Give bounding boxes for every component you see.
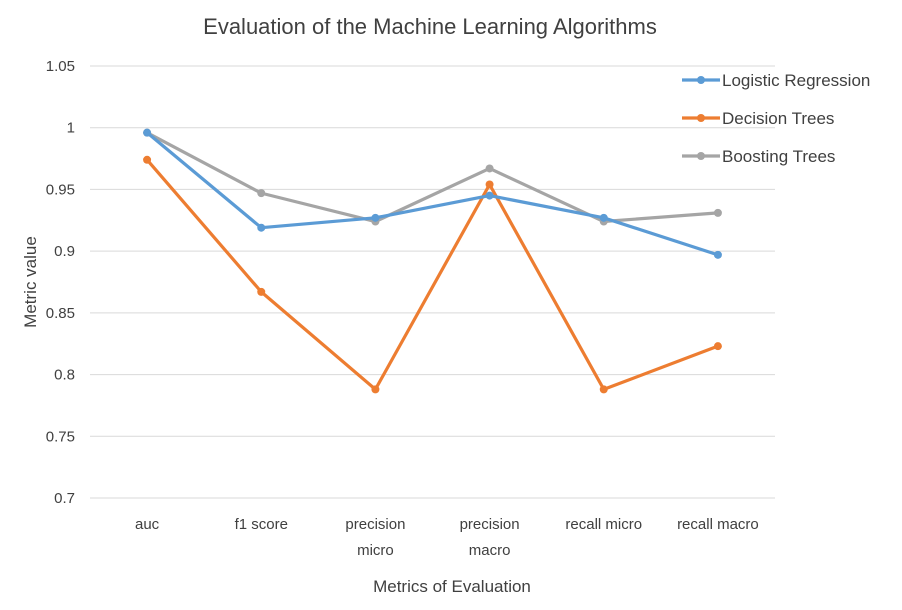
data-point — [713, 342, 722, 351]
x-axis-ticks: auc f1 score precision micro precision macro r… — [135, 516, 759, 559]
x-tick-label: precision macro — [460, 516, 520, 559]
y-tick-label: 0.95 — [46, 181, 75, 198]
data-point — [485, 191, 494, 200]
data-point — [485, 180, 494, 189]
series-boosting-trees — [143, 128, 722, 226]
data-point — [371, 385, 380, 394]
x-tick-line: recall micro — [565, 516, 642, 533]
data-point — [257, 223, 266, 232]
series-line — [145, 158, 720, 391]
x-axis-label: Metrics of Evaluation — [373, 577, 531, 596]
x-tick-label: f1 score — [235, 516, 288, 533]
data-point — [599, 385, 608, 394]
x-tick-line: micro — [357, 542, 394, 559]
legend: Logistic Regression Decision Trees Boostin… — [682, 71, 870, 166]
data-point — [257, 287, 266, 296]
y-tick-label: 0.8 — [54, 367, 75, 384]
series-line — [145, 131, 720, 257]
legend-entry: Boosting Trees — [682, 147, 835, 166]
legend-entry: Logistic Regression — [682, 71, 870, 90]
x-tick-line: recall macro — [677, 516, 759, 533]
data-point — [599, 213, 608, 222]
data-point — [257, 189, 266, 198]
x-tick-label: recall micro — [565, 516, 642, 533]
legend-label: Boosting Trees — [722, 147, 835, 166]
y-axis-label: Metric value — [21, 236, 40, 328]
data-point — [485, 164, 494, 173]
legend-marker — [697, 152, 705, 160]
chart-title: Evaluation of the Machine Learning Algor… — [203, 14, 657, 39]
y-tick-label: 0.7 — [54, 490, 75, 507]
y-tick-label: 1.05 — [46, 58, 75, 75]
legend-label: Decision Trees — [722, 109, 834, 128]
legend-marker — [697, 114, 705, 122]
y-axis-ticks: 0.7 0.75 0.8 0.85 0.9 0.95 1 1.05 — [46, 58, 75, 507]
data-point — [143, 155, 152, 164]
series-line — [145, 131, 720, 224]
y-tick-label: 0.9 — [54, 243, 75, 260]
x-tick-label: recall macro — [677, 516, 759, 533]
x-tick-line: precision — [460, 516, 520, 533]
legend-label: Logistic Regression — [722, 71, 870, 90]
data-point — [713, 208, 722, 217]
legend-entry: Decision Trees — [682, 109, 834, 128]
data-point — [371, 213, 380, 222]
data-point — [143, 128, 152, 137]
gridlines — [90, 65, 775, 499]
x-tick-line: f1 score — [235, 516, 288, 533]
x-tick-label: auc — [135, 516, 160, 533]
y-tick-label: 1 — [67, 120, 75, 137]
x-tick-label: precision micro — [345, 516, 405, 559]
data-point — [713, 250, 722, 259]
x-tick-line: auc — [135, 516, 160, 533]
series-logistic-regression — [143, 128, 722, 259]
y-tick-label: 0.75 — [46, 428, 75, 445]
legend-marker — [697, 76, 705, 84]
x-tick-line: precision — [345, 516, 405, 533]
x-tick-line: macro — [469, 542, 511, 559]
series-group — [143, 128, 722, 394]
y-tick-label: 0.85 — [46, 305, 75, 322]
series-decision-trees — [143, 155, 722, 394]
